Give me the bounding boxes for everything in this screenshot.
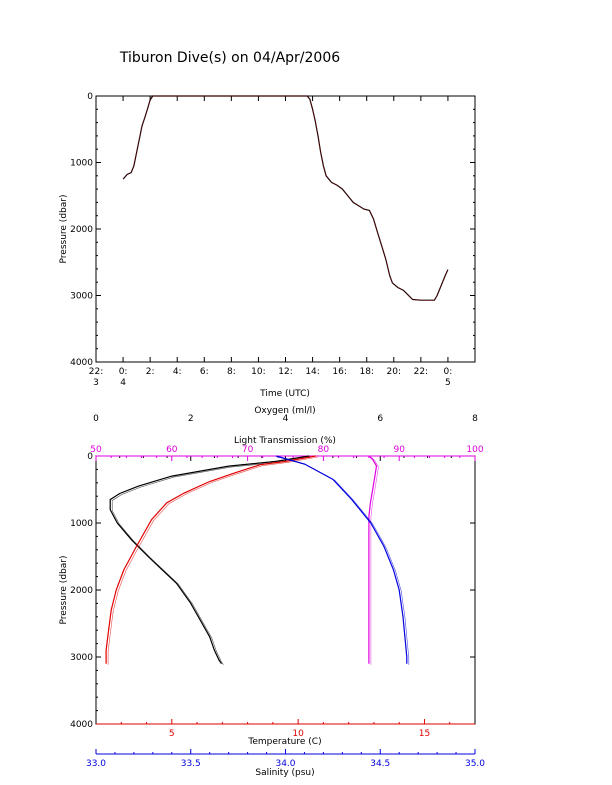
plot1-series-line (122, 95, 449, 301)
plot1-ytick-label: 0 (87, 92, 93, 102)
plot1-xtick-label: 14: (305, 367, 319, 377)
plot1-xtick-label: 2: (146, 367, 155, 377)
plot1-xtick-label-day: 5 (445, 378, 451, 388)
plot1-xtick-label: 0: (444, 367, 453, 377)
plot1-xtick-label: 22: (414, 367, 428, 377)
plot1-xtick-label: 8: (227, 367, 236, 377)
plot1-xtick-label: 10: (251, 367, 265, 377)
plot1-xtick-label: 16: (332, 367, 346, 377)
plot1-xtick-label: 6: (200, 367, 209, 377)
plot1-ylabel: Pressure (dbar) (59, 195, 69, 264)
plot1-xlabel: Time (UTC) (259, 389, 310, 399)
plot1-xtick-label: 0: (119, 367, 128, 377)
page-title: Tiburon Dive(s) on 04/Apr/2006 (119, 50, 341, 66)
plot1-xtick-label: 12: (278, 367, 292, 377)
plot1-ytick-label: 1000 (70, 159, 93, 169)
plot1-xtick-label: 18: (359, 367, 373, 377)
plot1-xtick-label: 20: (387, 367, 401, 377)
plot1-xtick-label-day: 4 (120, 378, 126, 388)
plot1-xtick-label: 4: (173, 367, 182, 377)
plot1-ytick-label: 2000 (70, 225, 93, 235)
plot1-xtick-label-day: 3 (93, 378, 99, 388)
plot1-xtick-label: 22: (89, 367, 103, 377)
plot1-ytick-label: 4000 (70, 358, 93, 368)
plot1-series-overlay (122, 95, 449, 301)
plot1-ytick-label: 3000 (70, 292, 93, 302)
plot1-frame (95, 95, 476, 363)
plot1-series (122, 95, 449, 301)
